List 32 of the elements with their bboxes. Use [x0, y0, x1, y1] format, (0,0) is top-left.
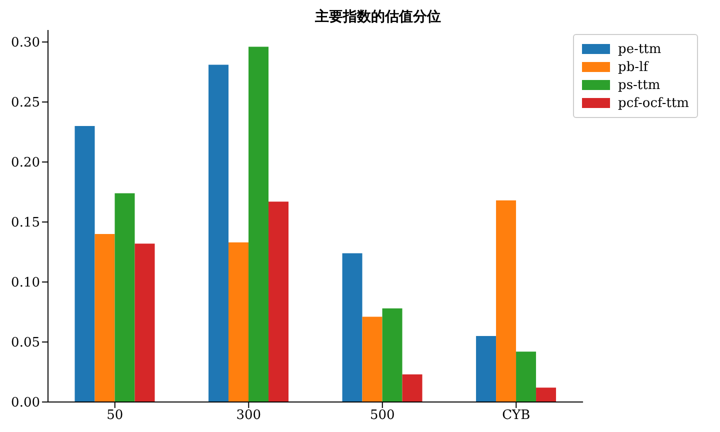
bar	[134, 244, 155, 402]
x-tick-label: 50	[106, 408, 124, 424]
x-tick-label: 300	[236, 408, 262, 424]
bar	[362, 316, 382, 402]
bar	[516, 352, 536, 402]
y-tick-label: 0.10	[11, 276, 40, 291]
bar	[248, 46, 269, 402]
y-tick-label: 0.30	[11, 36, 40, 51]
y-tick-label: 0.20	[11, 156, 40, 171]
y-tick-label: 0.00	[11, 396, 40, 411]
legend-label: pcf-ocf-ttm	[618, 96, 689, 110]
legend-label: ps-ttm	[618, 78, 660, 92]
bar	[476, 336, 496, 402]
y-tick-label: 0.05	[11, 336, 40, 351]
bar	[228, 242, 249, 402]
y-tick-label: 0.25	[11, 96, 40, 111]
bar	[536, 388, 556, 402]
bar	[74, 126, 95, 402]
bar	[208, 64, 229, 402]
bar	[342, 253, 362, 402]
chart-title: 主要指数的估值分位	[314, 8, 442, 26]
x-tick-label: 500	[370, 408, 395, 424]
x-tick-label: CYB	[502, 408, 530, 424]
bar	[496, 200, 516, 402]
bar	[268, 202, 289, 402]
bar	[382, 308, 402, 402]
bar	[94, 234, 115, 402]
y-tick-label: 0.15	[11, 216, 40, 231]
bar	[402, 374, 422, 402]
legend-label: pb-lf	[618, 60, 648, 74]
bar	[114, 193, 135, 402]
legend-label: pe-ttm	[618, 42, 662, 56]
